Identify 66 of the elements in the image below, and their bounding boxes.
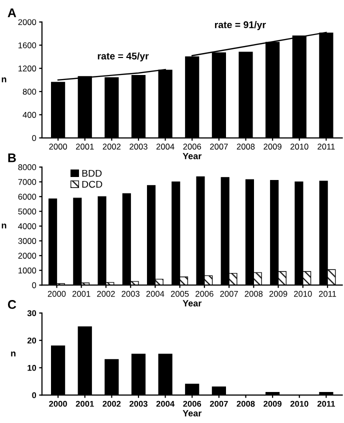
x-tick-label: 2011 xyxy=(317,400,335,407)
x-tick-label: 2000 xyxy=(49,144,67,150)
x-tick-label: 2001 xyxy=(76,144,94,150)
annotation: rate = 91/yr xyxy=(215,21,266,30)
x-tick-label: 2004 xyxy=(156,144,174,150)
chart-title: A xyxy=(8,8,16,18)
y-axis-title: n xyxy=(2,77,6,82)
x-tick-label: 2006 xyxy=(196,290,214,297)
x-tick-label: 2007 xyxy=(210,400,228,407)
y-tick-label: 2000 xyxy=(18,19,36,26)
x-axis-title: Year xyxy=(182,152,202,160)
x-tick-label: 2003 xyxy=(130,144,148,150)
y-axis-title: n xyxy=(2,224,6,228)
y-tick-label: 5000 xyxy=(18,208,36,214)
y-tick-label: 0 xyxy=(32,392,36,398)
x-tick-label: 2007 xyxy=(210,144,228,150)
x-tick-label: 2002 xyxy=(102,400,121,407)
x-axis-title: Year xyxy=(182,410,202,416)
x-tick-label: 2004 xyxy=(146,290,164,297)
x-tick-label: 2008 xyxy=(236,400,255,407)
legend-label: DCD xyxy=(82,180,102,188)
y-tick-label: 6000 xyxy=(18,194,36,200)
x-tick-label: 2006 xyxy=(183,144,202,150)
x-tick-label: 2011 xyxy=(318,290,336,297)
y-tick-label: 8000 xyxy=(18,164,36,170)
y-tick-label: 4000 xyxy=(18,223,36,230)
chart-title: C xyxy=(8,300,16,309)
x-tick-label: 2007 xyxy=(220,290,238,297)
y-tick-label: 800 xyxy=(22,88,36,95)
x-tick-label: 2005 xyxy=(170,290,189,297)
x-tick-label: 2010 xyxy=(290,144,308,150)
x-tick-label: 2004 xyxy=(156,400,175,407)
y-tick-label: 3000 xyxy=(18,238,36,244)
x-tick-label: 2011 xyxy=(318,144,335,150)
x-tick-label: 2002 xyxy=(97,290,115,297)
x-tick-label: 2000 xyxy=(48,290,66,297)
x-tick-label: 2010 xyxy=(290,400,308,407)
y-tick-label: 30 xyxy=(27,310,36,316)
x-tick-label: 2002 xyxy=(102,144,121,150)
x-tick-label: 2008 xyxy=(244,290,263,297)
y-tick-label: 400 xyxy=(22,112,36,118)
y-tick-label: 1600 xyxy=(18,42,36,48)
x-axis-title: Year xyxy=(182,300,202,306)
x-tick-label: 2009 xyxy=(269,290,288,297)
y-tick-label: 20 xyxy=(27,338,36,344)
y-axis-title: n xyxy=(11,352,16,356)
y-tick-label: 10 xyxy=(28,364,36,371)
y-tick-label: 1200 xyxy=(18,66,36,72)
x-tick-label: 2010 xyxy=(294,290,312,297)
y-tick-label: 0 xyxy=(32,135,36,141)
x-tick-label: 2009 xyxy=(264,400,282,407)
x-tick-label: 2006 xyxy=(183,400,202,407)
y-tick-label: 7000 xyxy=(18,179,36,185)
x-tick-label: 2003 xyxy=(130,400,148,407)
y-tick-label: 1000 xyxy=(18,268,36,274)
x-tick-label: 2001 xyxy=(76,400,94,407)
x-tick-label: 2001 xyxy=(72,290,90,297)
y-tick-label: 0 xyxy=(32,282,36,288)
y-tick-label: 2000 xyxy=(18,252,36,259)
x-tick-label: 2000 xyxy=(49,400,67,407)
annotation: rate = 45/yr xyxy=(98,52,149,62)
x-tick-label: 2008 xyxy=(236,144,255,150)
chart-title: B xyxy=(8,154,16,162)
legend-label: BDD xyxy=(82,170,102,177)
x-tick-label: 2009 xyxy=(264,144,282,150)
x-tick-label: 2003 xyxy=(122,290,140,297)
